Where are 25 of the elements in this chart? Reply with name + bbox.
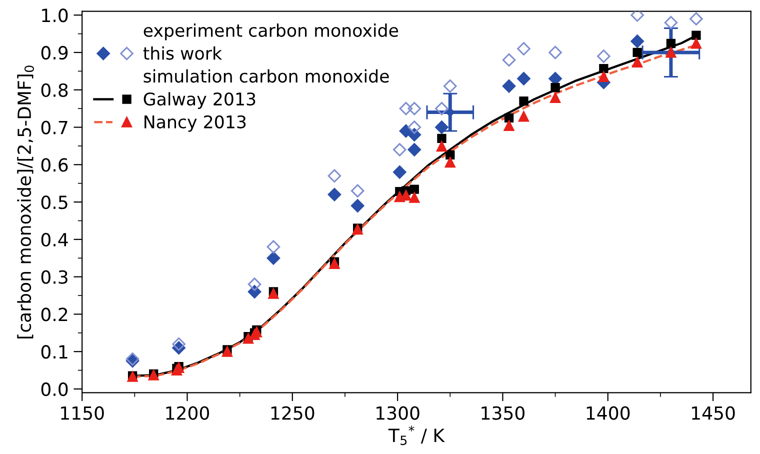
- y-tick-label: 0.7: [41, 120, 68, 134]
- annotation: experiment carbon monoxide: [144, 24, 398, 40]
- x-tick-label: 1400: [586, 406, 630, 420]
- legend-label: Nancy 2013: [144, 115, 246, 132]
- y-tick-label: 0.8: [41, 83, 68, 97]
- y-tick-label: 1.0: [42, 8, 68, 22]
- y-tick-label: 0.4: [41, 232, 68, 247]
- x-axis-title: T$_{5}$$^{*}$ / K: [388, 426, 445, 446]
- x-tick-label: 1200: [166, 406, 210, 420]
- x-tick-label: 1450: [692, 406, 735, 420]
- y-tick-label: 0.5: [41, 195, 68, 210]
- x-tick-label: 1250: [271, 406, 314, 420]
- y-tick-label: 0.2: [41, 308, 68, 322]
- x-tick-label: 1150: [61, 406, 104, 420]
- y-tick-label: 0.0: [41, 382, 68, 396]
- y-tick-label: 0.6: [41, 158, 68, 172]
- x-tick-label: 1350: [482, 406, 524, 420]
- legend-label: Galway 2013: [144, 92, 256, 109]
- x-tick-label: 1300: [376, 406, 420, 420]
- y-axis-title: [carbon monoxide]/[2,5-DMF]$_{0}$: [17, 66, 34, 338]
- annotation: simulation carbon monoxide: [144, 69, 389, 83]
- y-tick-label: 0.9: [41, 46, 68, 60]
- y-tick-label: 0.1: [41, 345, 68, 359]
- y-tick-label: 0.3: [41, 270, 68, 284]
- legend-label: this work: [143, 46, 222, 60]
